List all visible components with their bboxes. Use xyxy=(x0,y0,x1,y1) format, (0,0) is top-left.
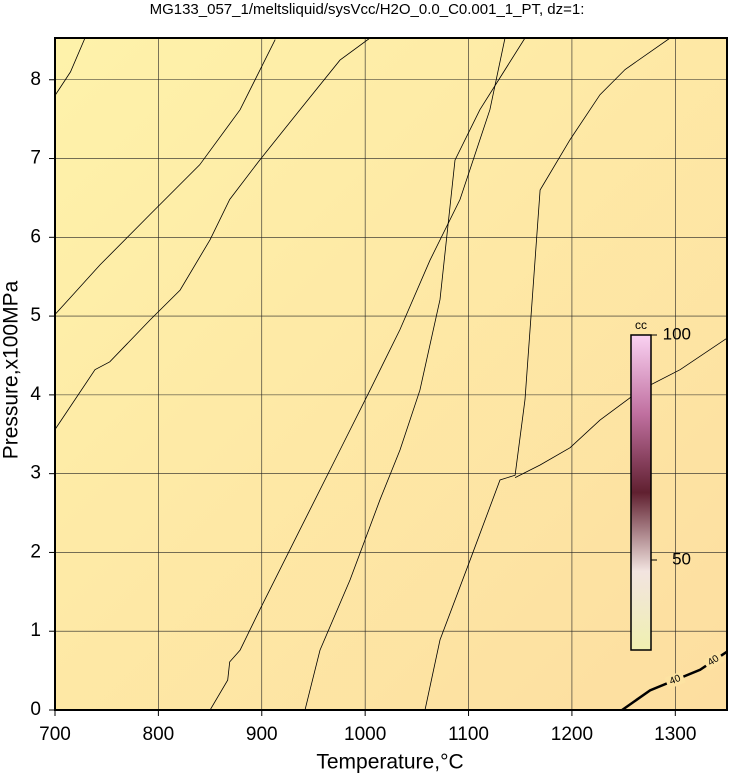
contour-line xyxy=(514,337,727,478)
y-tick-label: 5 xyxy=(30,305,41,326)
y-tick-label: 7 xyxy=(30,148,41,169)
contour-line xyxy=(55,38,86,96)
y-tick-label: 4 xyxy=(30,384,41,405)
plot-background xyxy=(55,38,727,710)
contour-label-bg xyxy=(702,650,725,671)
contour-label: 40 xyxy=(668,673,683,688)
y-tick-label: 2 xyxy=(30,541,41,562)
x-tick-label: 900 xyxy=(246,724,278,745)
contour-line xyxy=(304,38,526,710)
y-tick-label: 1 xyxy=(30,620,41,641)
plot-frame xyxy=(54,37,728,711)
chart-title: MG133_057_1/meltsliquid/sysVcc/H2O_0.0_C… xyxy=(150,1,585,18)
contour-line xyxy=(55,39,276,315)
contour-label-bg xyxy=(664,671,686,690)
x-tick-label: 700 xyxy=(39,724,71,745)
contour-line xyxy=(424,38,671,710)
x-tick-label: 800 xyxy=(143,724,175,745)
y-tick-label: 6 xyxy=(30,226,41,247)
y-tick-label: 0 xyxy=(30,699,41,720)
colorbar-tick-label: 100 xyxy=(663,324,691,343)
y-tick-label: 3 xyxy=(30,463,41,484)
colorbar xyxy=(630,334,652,651)
x-axis-title: Temperature,°C xyxy=(316,751,463,774)
colorbar-title: cc xyxy=(635,318,647,332)
y-axis-title: Pressure,x100MPa xyxy=(0,280,23,459)
x-tick-label: 1300 xyxy=(654,724,696,745)
contour-line xyxy=(55,38,371,430)
x-tick-label: 1100 xyxy=(448,724,489,745)
x-tick-label: 1000 xyxy=(344,724,386,745)
colorbar-tick-label: 50 xyxy=(672,549,691,568)
y-tick-label: 8 xyxy=(30,69,41,90)
contour-line xyxy=(209,38,506,710)
x-tick-label: 1200 xyxy=(551,724,593,745)
